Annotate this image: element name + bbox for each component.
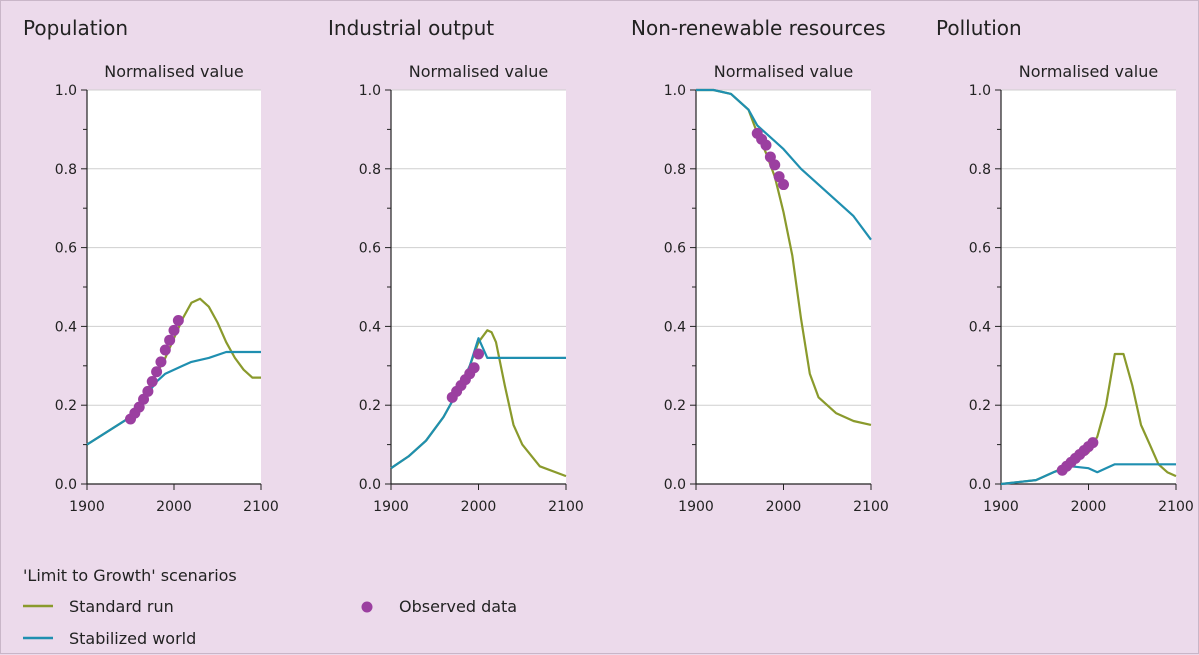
panel-title: Pollution: [936, 16, 1022, 40]
observed-data-point: [760, 139, 772, 151]
x-tick-label: 2100: [1158, 499, 1194, 515]
panel-title: Population: [23, 16, 128, 40]
x-tick-label: 1900: [69, 499, 105, 515]
observed-data-point: [142, 385, 154, 397]
panel-title: Industrial output: [328, 16, 494, 40]
observed-data-point: [778, 179, 789, 191]
y-tick-label: 0.8: [969, 162, 991, 178]
x-tick-label: 2000: [461, 499, 497, 515]
observed-data-point: [168, 324, 180, 336]
x-tick-label: 2000: [1071, 499, 1107, 515]
y-tick-label: 0.6: [664, 241, 686, 257]
panel-population: Population Normalised value 0.0 0.2 0.4 0.6 0.…: [23, 16, 279, 515]
x-tick-label: 1900: [678, 499, 714, 515]
y-tick-label: 0.8: [664, 162, 686, 178]
x-tick-label: 1900: [373, 499, 409, 515]
legend-label-stabilized-world: Stabilized world: [69, 629, 196, 648]
series-line-stabilized-world: [696, 88, 872, 241]
y-tick-label: 0.0: [969, 477, 991, 493]
x-tick-label: 1900: [983, 499, 1019, 515]
y-tick-label: 0.4: [359, 319, 381, 335]
observed-data-point: [146, 376, 158, 388]
x-tick-label: 2100: [243, 499, 279, 515]
legend-label-observed: Observed data: [399, 597, 517, 616]
y-tick-label: 0.8: [359, 162, 381, 178]
series-line-stabilized-world: [1000, 463, 1176, 486]
y-tick-label: 0.0: [55, 477, 77, 493]
y-tick-label: 1.0: [969, 83, 991, 99]
y-tick-label: 0.0: [664, 477, 686, 493]
observed-data-point: [769, 159, 781, 171]
observed-data-point: [1087, 437, 1099, 449]
observed-data-point: [164, 334, 176, 346]
observed-data-point: [468, 362, 480, 374]
x-tick-label: 2000: [766, 499, 802, 515]
observed-data-point: [473, 348, 484, 360]
y-tick-label: 0.2: [359, 398, 381, 414]
plot-area: [391, 90, 566, 484]
panel-title: Non-renewable resources: [631, 16, 886, 40]
panel-industrial-output: Industrial output Normalised value 0.0 0.2 0…: [328, 16, 584, 515]
y-tick-label: 0.4: [55, 319, 77, 335]
y-axis-label: Normalised value: [1019, 62, 1158, 81]
y-tick-label: 0.4: [664, 319, 686, 335]
y-axis-label: Normalised value: [714, 62, 853, 81]
panel-pollution: Pollution Normalised value 0.0 0.2 0.4 0.6 0.8…: [936, 16, 1194, 515]
x-tick-label: 2000: [156, 499, 192, 515]
plot-area: [696, 90, 871, 484]
legend: 'Limit to Growth' scenarios Standard run S…: [23, 566, 517, 648]
y-tick-label: 1.0: [359, 83, 381, 99]
legend-label-standard-run: Standard run: [69, 597, 174, 616]
y-tick-label: 0.4: [969, 319, 991, 335]
observed-data-point: [155, 356, 167, 368]
observed-data-point: [151, 366, 163, 378]
y-tick-label: 1.0: [55, 83, 77, 99]
y-axis-label: Normalised value: [104, 62, 243, 81]
legend-title: 'Limit to Growth' scenarios: [23, 566, 237, 585]
panel-non-renewable-resources: Non-renewable resources Normalised value 0…: [631, 16, 889, 515]
y-tick-label: 0.0: [359, 477, 381, 493]
y-axis-label: Normalised value: [409, 62, 548, 81]
observed-data-point: [172, 314, 184, 326]
x-tick-label: 2100: [853, 499, 889, 515]
x-tick-label: 2100: [548, 499, 584, 515]
y-tick-label: 1.0: [664, 83, 686, 99]
y-tick-label: 0.2: [969, 398, 991, 414]
y-tick-label: 0.2: [55, 398, 77, 414]
y-tick-label: 0.6: [359, 241, 381, 257]
y-tick-label: 0.8: [55, 162, 77, 178]
y-tick-label: 0.6: [55, 241, 77, 257]
y-tick-label: 0.6: [969, 241, 991, 257]
legend-swatch-observed: [361, 601, 373, 613]
y-tick-label: 0.2: [664, 398, 686, 414]
plot-area: [1001, 90, 1176, 484]
plot-area: [87, 90, 261, 484]
observed-data-point: [159, 344, 171, 356]
